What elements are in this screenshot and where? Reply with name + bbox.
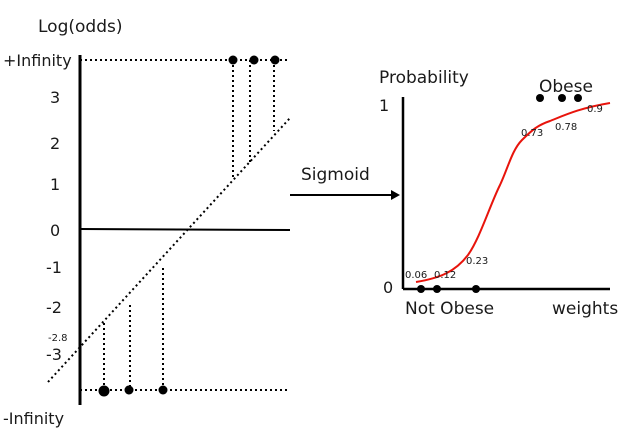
obese-label: Obese: [539, 77, 593, 97]
sigmoid-curve: [415, 102, 611, 283]
prob-tick-1: 1: [379, 96, 389, 115]
prob-not-obese-point-2: [433, 285, 441, 293]
obese-point-2: [249, 55, 259, 65]
tick-neg-infinity: -Infinity: [3, 409, 64, 428]
prob-obese-point-3: [574, 94, 582, 102]
tick-pos-infinity: +Infinity: [3, 51, 72, 70]
sigmoid-arrow-head: [391, 190, 400, 200]
prob-value-6: 0.9: [587, 104, 603, 115]
prob-obese-point-1: [536, 94, 544, 102]
prob-value-5: 0.78: [555, 122, 577, 133]
not-obese-label: Not Obese: [405, 299, 494, 319]
tick-0: 0: [50, 221, 60, 240]
weights-label: weights: [552, 299, 618, 319]
prob-value-2: 0.12: [434, 270, 456, 281]
prob-not-obese-point-3: [472, 285, 480, 293]
tick-minus-2-8: -2.8: [48, 333, 68, 344]
prob-obese-point-2: [558, 94, 566, 102]
prob-value-1: 0.06: [405, 270, 427, 281]
prob-value-3: 0.23: [466, 256, 488, 267]
fitted-log-odds-line: [47, 117, 291, 383]
not-obese-point-3: [158, 385, 168, 395]
obese-point-1: [228, 55, 238, 65]
tick-minus-2: -2: [46, 298, 62, 317]
not-obese-point-2: [124, 385, 134, 395]
not-obese-point-1: [98, 385, 110, 397]
probability-title: Probability: [379, 68, 469, 88]
tick-2: 2: [50, 134, 60, 153]
prob-value-4: 0.73: [521, 128, 543, 139]
log-odds-title: Log(odds): [38, 17, 122, 37]
tick-3: 3: [50, 88, 60, 107]
prob-tick-0: 0: [383, 278, 393, 297]
tick-1: 1: [50, 175, 60, 194]
prob-not-obese-point-1: [417, 285, 425, 293]
obese-point-3: [270, 55, 280, 65]
sigmoid-label: Sigmoid: [301, 165, 370, 185]
tick-minus-1: -1: [46, 258, 62, 277]
tick-minus-3: -3: [46, 345, 62, 364]
log-odds-zero-line: [79, 228, 291, 231]
